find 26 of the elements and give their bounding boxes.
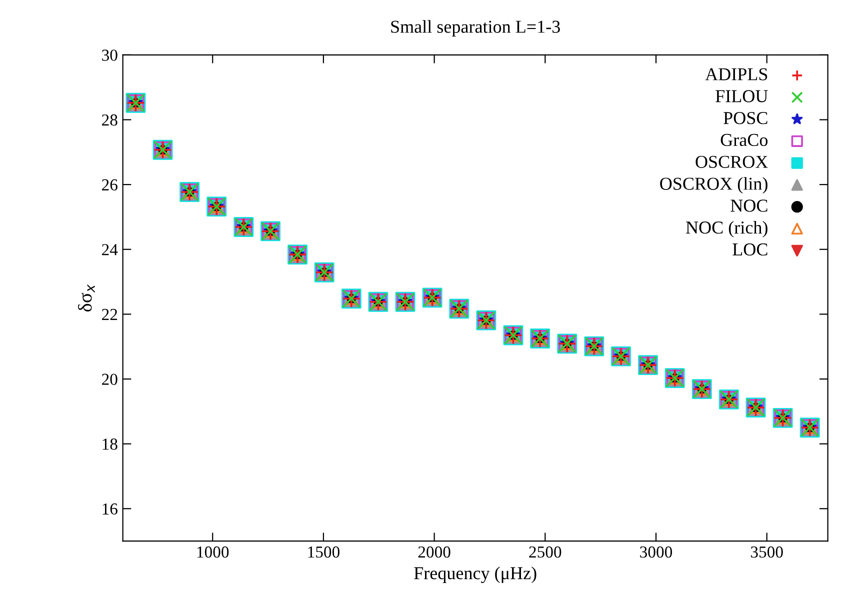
legend-label: POSC — [724, 112, 768, 124]
y-tick-label: 18 — [102, 438, 118, 450]
y-tick-label: 28 — [102, 114, 118, 126]
legend-label: FILOU — [716, 90, 768, 102]
x-tick-label: 3000 — [640, 546, 672, 558]
chart-title: Small separation L=1-3 — [391, 20, 560, 37]
y-tick-label: 24 — [102, 244, 118, 256]
legend-label: LOC — [732, 243, 768, 256]
x-tick-label: 1500 — [308, 546, 340, 558]
x-tick-label: 3500 — [750, 546, 783, 558]
x-tick-label: 1000 — [197, 546, 229, 558]
legend-label: NOC (rich) — [686, 220, 768, 238]
legend-label: NOC — [730, 200, 768, 212]
x-tick-label: 2500 — [529, 546, 562, 558]
legend-label: OSCROX (lin) — [660, 177, 768, 194]
x-axis-title: Frequency (μHz) — [414, 566, 536, 584]
legend-label: OSCROX — [696, 156, 768, 168]
x-tick-label: 2000 — [418, 546, 450, 558]
legend-label: ADIPLS — [705, 68, 768, 80]
y-axis-title: δσ$_{x}$ — [78, 284, 95, 312]
y-tick-label: 20 — [102, 374, 118, 385]
y-tick-label: 16 — [102, 503, 118, 515]
y-tick-label: 30 — [102, 50, 118, 61]
legend-label: GraCo — [720, 134, 768, 146]
y-tick-label: 26 — [102, 179, 118, 190]
y-tick-label: 22 — [102, 308, 118, 320]
